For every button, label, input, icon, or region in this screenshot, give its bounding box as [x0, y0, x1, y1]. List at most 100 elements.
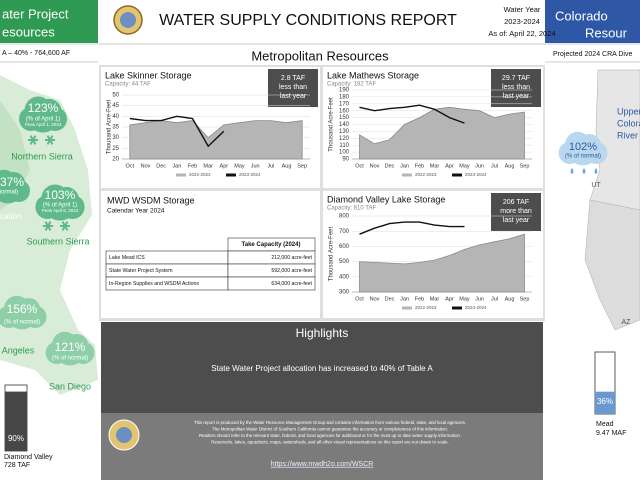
reservoir-level	[595, 391, 615, 414]
peak-date: Peak April 1, 2024	[25, 122, 62, 127]
highlights-panel	[101, 322, 543, 413]
chart-note: less than	[279, 84, 307, 91]
chart-subtitle: Capacity: 182 TAF	[327, 82, 376, 88]
left-header	[0, 0, 98, 43]
legend-swatch	[452, 173, 462, 177]
y-tick-label: 180	[339, 94, 350, 100]
reservoir-volume: 9.47 MAF	[596, 430, 626, 437]
cloud	[577, 134, 602, 158]
x-tick-label: Oct	[126, 163, 135, 169]
x-tick-label: Jul	[491, 163, 498, 169]
allocation: A – 40% - 764,600 AF	[2, 50, 70, 57]
basin-map	[584, 199, 640, 331]
panel-title: MWD WSDM Storage	[107, 195, 195, 205]
y-tick-label: 120	[339, 136, 350, 142]
station-name: Angeles	[2, 345, 35, 355]
y-tick-label: 190	[339, 88, 350, 94]
disclaimer: The Metropolitan Water District of South…	[212, 427, 448, 432]
station-name: Northern Sierra	[11, 151, 73, 161]
region-label: River	[617, 130, 638, 140]
as-of-date: As of: April 22, 2024	[488, 29, 555, 38]
cloud	[16, 298, 41, 322]
water-year-label: Water Year	[504, 5, 541, 14]
highlight-item: State Water Project allocation has incre…	[211, 364, 433, 373]
y-tick-label: 45	[112, 103, 119, 109]
unit: (% of normal)	[52, 356, 88, 362]
chart-note: more than	[500, 208, 532, 215]
legend-swatch	[402, 173, 412, 177]
region-label: Colora	[617, 118, 640, 128]
legend-label: 2022-2023	[415, 172, 437, 177]
reservoir-percent: 90%	[8, 434, 24, 443]
y-tick-label: 25	[112, 146, 119, 152]
table-text: In-Region Supplies and WSDM Actions	[109, 281, 199, 287]
y-tick-label: 50	[112, 93, 119, 99]
y-tick-label: 30	[112, 135, 119, 141]
disclaimer: Readers should refer to the relevant sta…	[199, 433, 461, 438]
chart-note: last year	[503, 93, 530, 100]
y-tick-label: 90	[342, 157, 349, 163]
y-tick-label: 140	[339, 122, 350, 128]
raindrop	[582, 168, 586, 174]
y-tick-label: 40	[112, 114, 119, 120]
panel-title: ater Project	[2, 6, 69, 21]
percent: 102%	[569, 141, 597, 153]
legend-swatch	[402, 306, 412, 310]
line-series	[359, 221, 465, 235]
panel-title: Colorado	[555, 8, 608, 23]
water-year: 2023-2024	[504, 17, 540, 26]
footer-link[interactable]: https://www.mwdh2o.com/WSCR	[271, 461, 374, 468]
x-tick-label: May	[459, 163, 470, 169]
y-axis-label: Thousand Acre-Feet	[329, 97, 335, 152]
y-tick-label: 35	[112, 125, 119, 131]
x-tick-label: Jan	[172, 163, 181, 169]
y-tick-label: 170	[339, 101, 350, 107]
table-text: 212,000 acre-feet	[271, 255, 312, 261]
area-series	[359, 233, 525, 293]
station-name: San Diego	[49, 381, 91, 391]
reservoir-level	[5, 391, 27, 451]
state-label: AZ	[622, 319, 632, 326]
chart-title: Lake Mathews Storage	[327, 70, 419, 80]
y-tick-label: 20	[112, 157, 119, 163]
snowflake	[61, 221, 69, 231]
table-header: Take Capacity (2024)	[242, 242, 301, 248]
x-tick-label: Apr	[445, 163, 454, 169]
note-box	[268, 69, 318, 107]
x-tick-label: Oct	[355, 296, 364, 302]
y-tick-label: 300	[339, 290, 350, 296]
legend-label: 2022-2023	[415, 305, 437, 310]
panel-title: esources	[2, 24, 55, 39]
region-label: Upper	[617, 106, 640, 116]
raindrop	[594, 168, 598, 174]
x-tick-label: Dec	[156, 163, 166, 169]
chart-note: less than	[502, 84, 530, 91]
y-tick-label: 100	[339, 150, 350, 156]
station-name: Southern Sierra	[26, 236, 89, 246]
legend-label: 2023-2024	[465, 305, 487, 310]
y-tick-label: 500	[339, 259, 350, 265]
legend-swatch	[452, 306, 462, 310]
y-tick-label: 700	[339, 229, 350, 235]
x-tick-label: Sep	[297, 163, 307, 169]
x-tick-label: Feb	[415, 296, 424, 302]
x-tick-label: Apr	[445, 296, 454, 302]
unit: (% of normal)	[4, 320, 40, 326]
x-tick-label: Sep	[520, 296, 530, 302]
logo	[116, 427, 132, 443]
x-tick-label: Jun	[475, 296, 484, 302]
y-tick-label: 600	[339, 244, 350, 250]
x-tick-label: Mar	[430, 163, 440, 169]
chart-note: 206 TAF	[503, 199, 529, 206]
x-tick-label: Jan	[400, 163, 409, 169]
y-tick-label: 150	[339, 115, 350, 121]
x-tick-label: May	[459, 296, 470, 302]
table-text: 634,000 acre-feet	[271, 281, 312, 287]
y-axis-label: Thousand Acre-Feet	[107, 99, 113, 154]
x-tick-label: Aug	[505, 296, 515, 302]
location-label: cation	[0, 212, 21, 221]
line-series	[359, 104, 465, 124]
panel-subtitle: Calendar Year 2024	[107, 208, 165, 215]
x-tick-label: Mar	[203, 163, 213, 169]
